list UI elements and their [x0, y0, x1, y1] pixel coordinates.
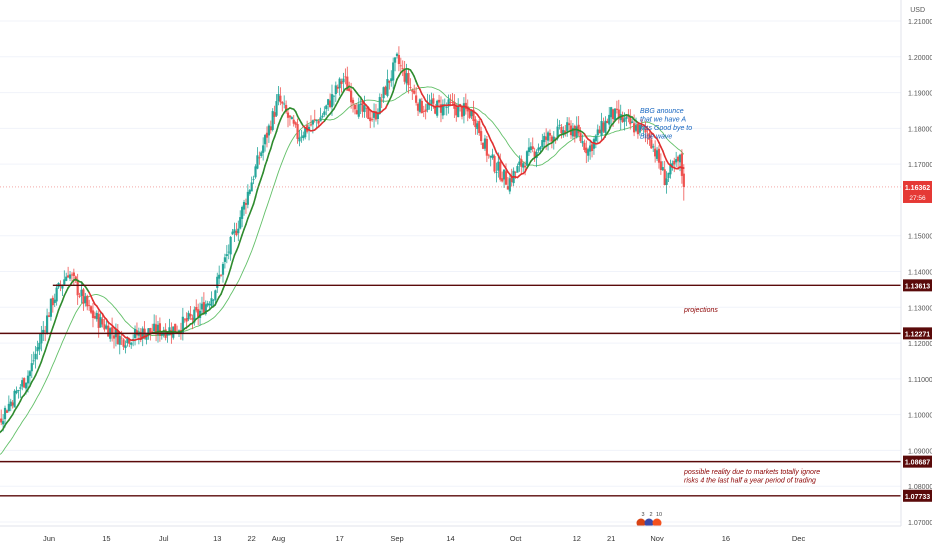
candle: [419, 98, 421, 113]
price-tick-label: 1.21000: [908, 19, 932, 26]
time-tick-label: 12: [573, 534, 581, 543]
event-marker[interactable]: 3: [641, 512, 644, 518]
time-tick-label: Sep: [390, 534, 403, 543]
candle: [614, 108, 616, 121]
price-tick-label: 1.12000: [908, 341, 932, 348]
price-tick-label: 1.19000: [908, 91, 932, 98]
price-tick-label: 1.10000: [908, 413, 932, 420]
event-marker[interactable]: 2: [649, 512, 652, 518]
level-price-label: 1.08687: [905, 460, 930, 467]
price-tick-label: 1.15000: [908, 234, 932, 241]
time-tick-label: Nov: [650, 534, 664, 543]
time-axis[interactable]: Jun 15 Jul 13 22 Aug 17 Sep 14 Oct 12 21 Nov 16 Dec: [0, 526, 932, 550]
time-tick-label: Oct: [510, 534, 523, 543]
time-tick-label: 16: [722, 534, 730, 543]
event-marker[interactable]: 10: [656, 512, 662, 518]
time-tick-label: Jun: [43, 534, 55, 543]
event-marker-count: 3: [641, 512, 644, 518]
annotation-text-line: risks 4 the last half a year period of t…: [684, 478, 816, 485]
annotation-text-line: kiss Good bye to: [640, 125, 692, 132]
current-price-label: 1.16362: [905, 185, 930, 192]
annotation-text-line: projections: [683, 307, 718, 314]
annotation-text-line: BBG anounce: [640, 108, 684, 115]
level-price-label: 1.12271: [905, 331, 930, 338]
candle: [482, 142, 484, 149]
candle: [436, 100, 438, 118]
reality-note[interactable]: possible reality due to markets totally …: [683, 469, 820, 485]
price-axis[interactable]: USD 1.21000 1.20000 1.19000 1.18000 1.17000 1…: [901, 0, 932, 527]
candle: [13, 389, 15, 407]
level-price-label: 1.13613: [905, 283, 930, 290]
bar-countdown-label: 27:56: [909, 195, 926, 202]
annotation-text-line: Blue wave: [640, 134, 672, 141]
time-tick-label: 14: [446, 534, 454, 543]
time-tick-label: Dec: [792, 534, 806, 543]
time-tick-label: Jul: [159, 534, 169, 543]
time-tick-label: 15: [102, 534, 110, 543]
price-tick-label: 1.17000: [908, 162, 932, 169]
projections-note[interactable]: projections: [683, 307, 718, 314]
candle: [23, 377, 25, 388]
event-marker-count: 2: [649, 512, 652, 518]
time-tick-label: 21: [607, 534, 615, 543]
level-price-label: 1.07733: [905, 494, 930, 501]
time-tick-label: 17: [335, 534, 343, 543]
candle: [526, 150, 528, 166]
event-marker-count: 10: [656, 512, 662, 518]
price-tick-label: 1.20000: [908, 55, 932, 62]
currency-label: USD: [910, 7, 925, 14]
time-tick-label: 13: [213, 534, 221, 543]
annotation-text-line: possible reality due to markets totally …: [683, 469, 820, 476]
candle: [254, 164, 256, 179]
candle: [174, 324, 176, 333]
time-tick-label: Aug: [272, 534, 285, 543]
candle: [384, 86, 386, 96]
price-tick-label: 1.18000: [908, 126, 932, 133]
candle: [493, 155, 495, 174]
candle: [272, 108, 274, 131]
time-tick-label: 22: [248, 534, 256, 543]
price-tick-label: 1.09000: [908, 448, 932, 455]
price-tick-label: 1.14000: [908, 270, 932, 277]
annotation-text-line: that we have A: [640, 117, 686, 124]
price-tick-label: 1.11000: [908, 377, 932, 384]
price-tick-label: 1.13000: [908, 305, 932, 312]
price-tick-label: 1.07000: [908, 520, 932, 527]
